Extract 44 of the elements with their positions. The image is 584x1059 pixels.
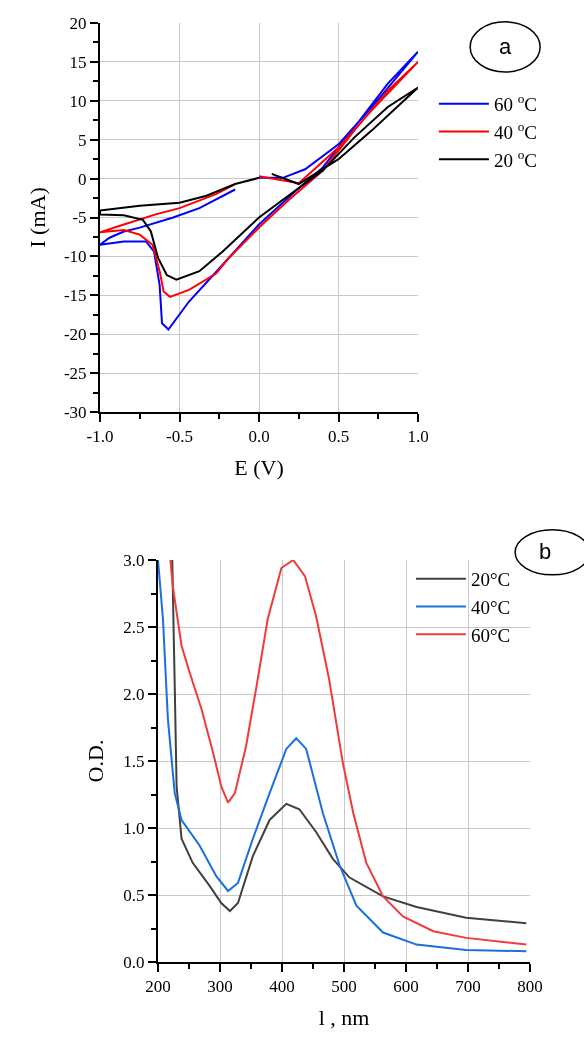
- x-tick-label: 0.5: [327, 427, 350, 447]
- y-tick-label: 5: [78, 130, 87, 150]
- line-series: [100, 50, 418, 331]
- y-axis-title: I (mA): [25, 187, 50, 248]
- x-tick-label: 700: [455, 977, 481, 997]
- y-tick-label: -10: [63, 247, 87, 267]
- y-tick-label: 0: [78, 169, 87, 189]
- y-tick-label: 10: [69, 91, 87, 111]
- y-tick-label: -25: [63, 364, 87, 384]
- x-tick-label: -0.5: [166, 427, 193, 447]
- x-tick-label: 400: [269, 977, 295, 997]
- y-tick-label: 3.0: [123, 550, 145, 570]
- x-axis-title: l , nm: [318, 1004, 370, 1030]
- x-tick-label: 500: [331, 977, 357, 997]
- legend-label: 60°C: [470, 624, 511, 646]
- x-tick-label: 800: [517, 977, 543, 997]
- legend-label: 40°C: [470, 596, 511, 618]
- y-tick-label: 1.0: [123, 818, 145, 838]
- x-tick-label: 1.0: [407, 427, 429, 447]
- y-tick-label: -20: [63, 325, 87, 345]
- text: b: [539, 539, 552, 564]
- x-axis-title: E (V): [234, 454, 284, 480]
- x-tick-label: 200: [145, 977, 171, 997]
- x-tick-label: 300: [207, 977, 233, 997]
- y-tick-label: -5: [72, 208, 87, 228]
- x-tick-label: 0.0: [248, 427, 270, 447]
- line-series: [100, 60, 418, 298]
- text: a: [499, 34, 512, 59]
- x-tick-label: 600: [393, 977, 419, 997]
- y-tick-label: -15: [63, 286, 87, 306]
- y-tick-label: 20: [69, 13, 87, 33]
- legend-label: 60 $^{o}$C: [493, 91, 537, 116]
- legend-label: 20°C: [470, 569, 511, 591]
- x-tick-label: -1.0: [86, 427, 114, 447]
- y-tick-label: 2.0: [123, 684, 145, 704]
- y-tick-label: 15: [69, 52, 87, 72]
- y-tick-label: 0.0: [123, 952, 145, 972]
- legend-label: 40 $^{o}$C: [493, 118, 537, 143]
- y-tick-label: 0.5: [123, 885, 145, 905]
- y-axis-title: O.D.: [83, 739, 108, 783]
- y-tick-label: -30: [63, 402, 87, 422]
- legend-label: 20 $^{o}$C: [493, 146, 537, 171]
- y-tick-label: 1.5: [123, 751, 145, 771]
- y-tick-label: 2.5: [123, 617, 145, 637]
